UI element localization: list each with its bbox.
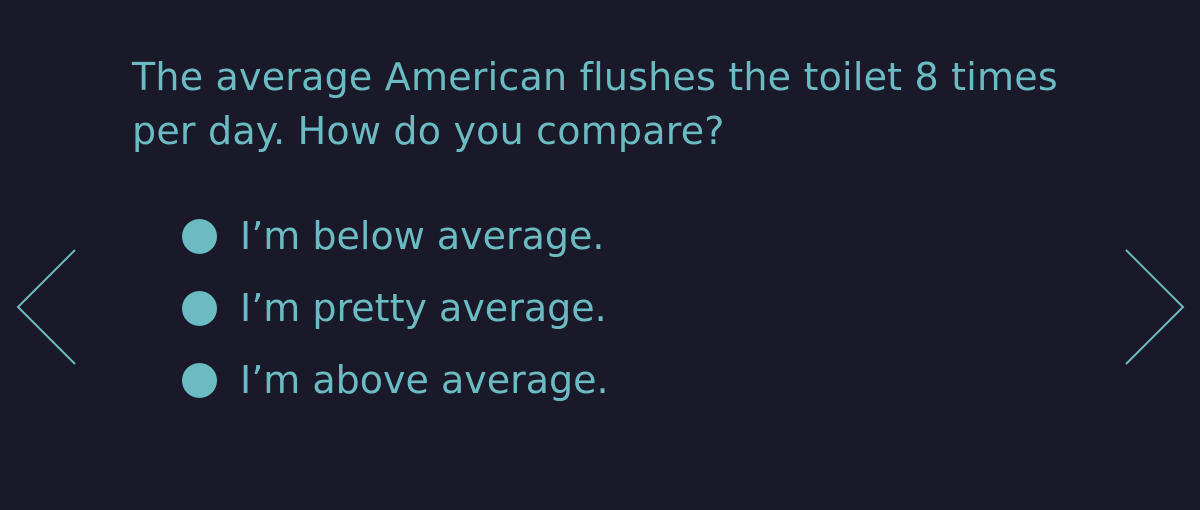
question-text: The average American flushes the toilet … [132,55,1058,153]
chevron-left-icon [16,249,76,365]
radio-bullet-icon[interactable] [182,362,217,398]
option-label: I’m below average. [240,214,605,258]
previous-button[interactable] [15,248,77,366]
option-label: I’m pretty average. [240,286,607,330]
radio-bullet-icon[interactable] [182,218,217,254]
next-button[interactable] [1124,248,1186,366]
option-above-average[interactable]: I’m above average. [182,344,609,416]
radio-bullet-icon[interactable] [182,290,217,326]
option-label: I’m above average. [240,358,609,402]
option-below-average[interactable]: I’m below average. [182,200,609,272]
answer-options: I’m below average. I’m pretty average. I… [182,200,609,416]
option-pretty-average[interactable]: I’m pretty average. [182,272,609,344]
chevron-right-icon [1125,249,1185,365]
